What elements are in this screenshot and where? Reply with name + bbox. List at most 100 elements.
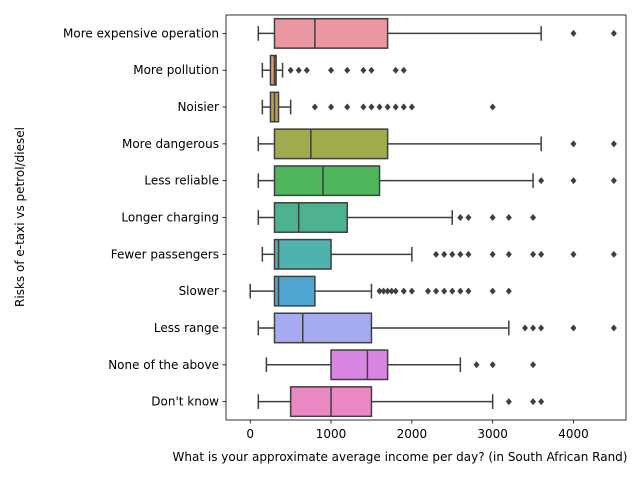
box-group	[257, 312, 617, 344]
y-tick-label: More pollution	[133, 63, 219, 77]
outlier-point	[610, 250, 617, 258]
outlier-point	[433, 287, 440, 295]
box	[273, 165, 381, 197]
y-tick-label: Don't know	[151, 395, 219, 409]
outlier-point	[400, 103, 407, 111]
outlier-point	[449, 287, 456, 295]
box	[273, 128, 389, 160]
outlier-point	[360, 103, 367, 111]
outlier-point	[538, 398, 545, 406]
y-tick-label: More dangerous	[122, 137, 219, 151]
box	[273, 17, 389, 49]
plot-frame	[225, 14, 627, 421]
outlier-point	[311, 103, 318, 111]
box	[269, 54, 277, 86]
outlier-point	[570, 140, 577, 148]
y-tick-label: Slower	[179, 284, 219, 298]
outlier-point	[328, 66, 335, 74]
outlier-point	[505, 214, 512, 221]
box	[273, 238, 332, 270]
outlier-point	[610, 177, 617, 185]
outlier-point	[328, 103, 335, 111]
y-tick-label: Longer charging	[121, 211, 219, 225]
outlier-point	[441, 250, 448, 258]
outlier-point	[530, 214, 537, 221]
outlier-point	[392, 287, 399, 295]
box-group	[261, 91, 496, 123]
outlier-point	[489, 287, 496, 295]
outlier-point	[570, 29, 577, 37]
box-group	[257, 386, 545, 418]
outlier-point	[538, 177, 545, 185]
outlier-point	[449, 250, 456, 258]
outlier-point	[489, 214, 496, 221]
box	[330, 349, 389, 381]
outlier-point	[408, 287, 415, 295]
outlier-point	[380, 287, 387, 295]
outlier-point	[610, 140, 617, 148]
outlier-point	[530, 398, 537, 406]
outlier-point	[388, 287, 395, 295]
box-group	[257, 202, 537, 233]
outlier-point	[368, 66, 375, 74]
x-tick-label: 2000	[397, 427, 428, 441]
box-group	[265, 349, 537, 381]
x-tick-label: 0	[246, 427, 254, 441]
box	[273, 312, 373, 344]
outlier-point	[376, 103, 383, 111]
y-axis-label: Risks of e-taxi vs petrol/diesel	[13, 127, 27, 307]
outlier-point	[368, 103, 375, 111]
outlier-point	[384, 103, 391, 111]
outlier-point	[287, 66, 294, 74]
outlier-point	[465, 214, 472, 221]
outlier-point	[400, 287, 407, 295]
outlier-point	[344, 66, 351, 74]
box	[273, 202, 348, 233]
outlier-point	[433, 250, 440, 258]
box-group	[257, 17, 617, 49]
y-axis-ticks: More expensive operation More pollution No…	[63, 26, 226, 409]
outlier-point	[457, 250, 464, 258]
outlier-point	[465, 250, 472, 258]
y-tick-label: Less reliable	[144, 174, 219, 188]
outlier-point	[408, 103, 415, 111]
outlier-point	[530, 250, 537, 258]
outlier-point	[384, 287, 391, 295]
x-tick-label: 4000	[558, 427, 589, 441]
outlier-point	[489, 250, 496, 258]
outlier-point	[376, 287, 383, 295]
outlier-point	[392, 66, 399, 74]
outlier-point	[521, 324, 528, 332]
y-tick-label: More expensive operation	[63, 26, 219, 40]
x-axis-ticks: 0 1000 2000 3000 4000	[246, 420, 589, 441]
box-group	[257, 165, 617, 197]
outlier-point	[538, 324, 545, 332]
outlier-point	[505, 287, 512, 295]
outlier-point	[441, 287, 448, 295]
outlier-point	[360, 66, 367, 74]
outlier-point	[295, 66, 302, 74]
y-tick-label: Noisier	[177, 100, 219, 114]
outlier-point	[505, 250, 512, 258]
x-tick-label: 1000	[316, 427, 347, 441]
outlier-point	[303, 66, 310, 74]
box-group	[261, 54, 407, 86]
y-tick-label: Fewer passengers	[111, 247, 219, 261]
x-axis-label: What is your approximate average income …	[173, 450, 628, 464]
outlier-point	[538, 250, 545, 258]
box-group	[257, 128, 617, 160]
outlier-point	[425, 287, 432, 295]
boxes-layer	[249, 17, 617, 418]
outlier-point	[465, 287, 472, 295]
outlier-point	[392, 103, 399, 111]
x-tick-label: 3000	[477, 427, 508, 441]
outlier-point	[570, 177, 577, 185]
outlier-point	[505, 398, 512, 406]
box-group	[249, 275, 512, 307]
outlier-point	[489, 361, 496, 369]
y-tick-label: None of the above	[108, 358, 219, 372]
outlier-point	[473, 361, 480, 369]
outlier-point	[530, 324, 537, 332]
outlier-point	[489, 103, 496, 111]
